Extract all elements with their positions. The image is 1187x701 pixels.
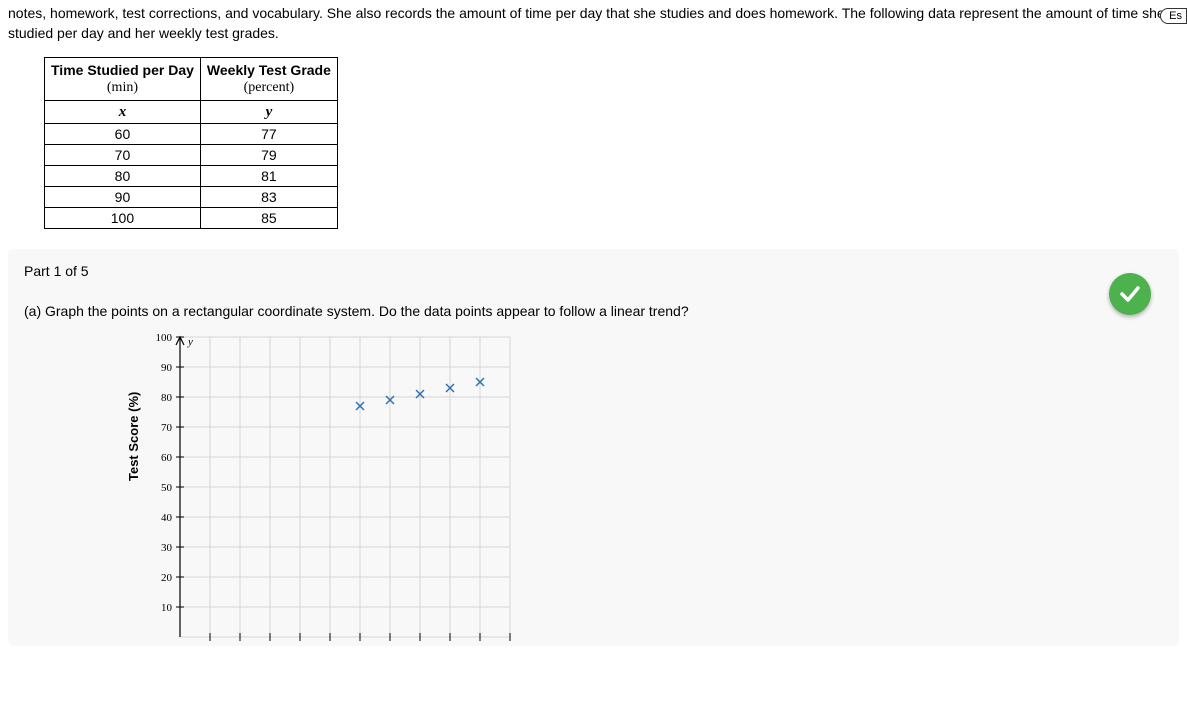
svg-text:100: 100 (156, 332, 173, 344)
col2-header-text: Weekly Test Grade (207, 62, 331, 78)
svg-text:20: 20 (161, 572, 173, 584)
table-row: 70 79 (45, 145, 338, 166)
part-label: Part 1 of 5 (24, 263, 1163, 279)
svg-text:80: 80 (161, 392, 173, 404)
cell-y: 81 (200, 166, 337, 187)
cell-x: 70 (45, 145, 201, 166)
col1-header-text: Time Studied per Day (51, 62, 194, 78)
y-axis-title: Test Score (%) (126, 392, 141, 481)
svg-text:70: 70 (161, 422, 173, 434)
svg-text:y: y (187, 336, 193, 348)
cell-x: 100 (45, 208, 201, 229)
col1-header: Time Studied per Day (min) (45, 58, 201, 101)
table-row: 100 85 (45, 208, 338, 229)
table-row: 80 81 (45, 166, 338, 187)
svg-text:10: 10 (161, 602, 173, 614)
table-row: 60 77 (45, 124, 338, 145)
chart-container: Test Score (%) 102030405060708090100y (144, 331, 1163, 646)
correct-check-icon (1109, 273, 1151, 315)
col2-unit: (percent) (244, 80, 295, 95)
svg-text:60: 60 (161, 452, 173, 464)
cell-x: 90 (45, 187, 201, 208)
cell-y: 85 (200, 208, 337, 229)
svg-text:50: 50 (161, 482, 173, 494)
scatter-chart: 10 20 30 40 50 60 70 80 90 100 y (144, 331, 516, 643)
col1-unit: (min) (107, 80, 138, 95)
language-pill[interactable]: Es (1160, 8, 1187, 24)
cell-y: 79 (200, 145, 337, 166)
part-panel: Part 1 of 5 (a) Graph the points on a re… (8, 249, 1179, 646)
col2-var: y (266, 104, 273, 120)
svg-text:30: 30 (161, 542, 173, 554)
question-text: (a) Graph the points on a rectangular co… (24, 303, 1163, 319)
table-row: 90 83 (45, 187, 338, 208)
svg-text:90: 90 (161, 362, 173, 374)
language-label: Es (1169, 10, 1182, 22)
svg-text:40: 40 (161, 512, 173, 524)
intro-text: notes, homework, test corrections, and v… (0, 0, 1187, 47)
cell-y: 77 (200, 124, 337, 145)
col1-var: x (119, 104, 127, 120)
data-table: Time Studied per Day (min) Weekly Test G… (44, 57, 338, 229)
cell-x: 80 (45, 166, 201, 187)
cell-x: 60 (45, 124, 201, 145)
col2-header: Weekly Test Grade (percent) (200, 58, 337, 101)
cell-y: 83 (200, 187, 337, 208)
